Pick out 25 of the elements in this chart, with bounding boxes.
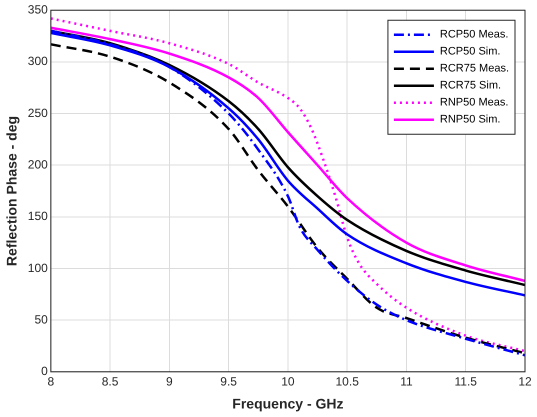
- legend-label: RCP50 Sim.: [440, 46, 500, 58]
- x-tick-label: 11.5: [454, 374, 478, 388]
- y-tick-label: 150: [28, 209, 48, 224]
- legend-label: RNP50 Sim.: [440, 114, 500, 126]
- y-tick-label: 0: [41, 364, 48, 378]
- x-axis-title: Frequency - GHz: [232, 395, 344, 412]
- y-axis-title: Reflection Phase - deg: [3, 116, 20, 266]
- x-tick-label: 8: [47, 374, 54, 388]
- x-tick-label: 8.5: [102, 374, 119, 388]
- legend-label: RCR75 Sim.: [440, 80, 502, 92]
- x-tick-label: 11: [400, 374, 414, 388]
- x-tick-label: 9.5: [220, 374, 238, 388]
- y-tick-label: 50: [34, 312, 48, 326]
- legend-label: RCP50 Meas.: [440, 28, 508, 41]
- x-tick-label: 12: [518, 374, 532, 388]
- y-tick-label: 200: [28, 157, 48, 172]
- legend-label: RNP50 Meas.: [440, 96, 508, 109]
- y-tick-label: 100: [28, 260, 48, 275]
- x-tick-label: 10: [281, 374, 295, 388]
- legend-label: RCR75 Meas.: [440, 62, 509, 75]
- x-tick-label: 9: [166, 374, 174, 388]
- x-tick-label: 10.5: [336, 374, 360, 388]
- y-tick-label: 300: [28, 54, 48, 68]
- y-tick-label: 350: [28, 2, 48, 17]
- y-tick-label: 250: [28, 106, 48, 120]
